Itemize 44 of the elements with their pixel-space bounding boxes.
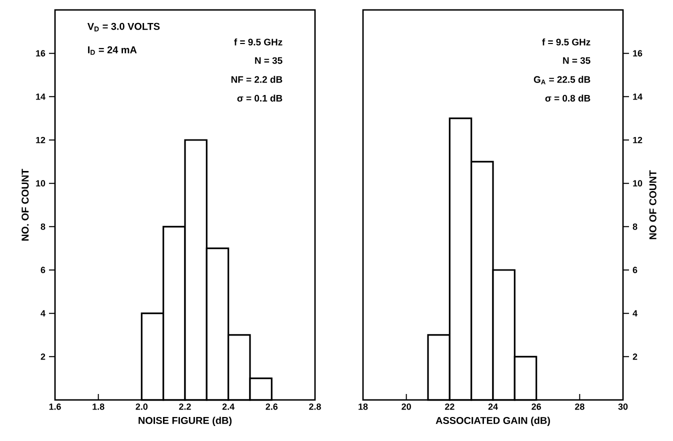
y-tick-label: 10 [36,180,46,186]
x-tick-label: 1.6 [49,404,61,410]
y-tick-label: 8 [632,223,638,230]
annotation: V$_{D}$ = 3.0 VOLTS [87,22,160,32]
annotation: G$_{A}$ = 22.5 dB [534,76,590,84]
x-tick-label: 28 [575,404,584,410]
y-tick-label: 16 [633,50,642,56]
y-tick-label: 10 [633,180,642,186]
x-tick-label: 2.8 [309,404,321,410]
y-axis-title: NO OF COUNT [649,170,656,240]
annotation: f = 9.5 GHz [234,38,282,46]
y-tick-label: 6 [632,266,638,274]
annotation: N = 35 [563,57,590,64]
y-tick-label: 6 [40,266,46,274]
x-tick-label: 20 [402,404,411,410]
y-tick-label: 4 [40,310,46,316]
y-tick-label: 8 [40,223,46,230]
annotation: σ = 0.1 dB [237,94,282,102]
x-tick-label: 18 [358,404,368,410]
x-tick-label: 2.0 [136,404,148,410]
x-tick-label: 24 [488,404,498,410]
x-tick-label: 1.8 [92,404,104,410]
y-tick-label: 2 [632,354,638,360]
y-axis-title: NO. OF COUNT [22,168,29,241]
y-tick-label: 16 [36,50,46,56]
x-tick-label: 22 [445,404,454,410]
x-axis-title: ASSOCIATED GAIN (dB) [436,416,550,426]
y-tick-label: 12 [633,136,642,144]
annotation: NF = 2.2 dB [231,76,282,83]
annotation: σ = 0.8 dB [545,94,590,102]
x-tick-label: 26 [532,404,541,410]
y-tick-label: 2 [40,354,46,360]
y-tick-label: 12 [36,136,46,144]
y-tick-label: 14 [633,94,642,100]
x-axis-title: NOISE FIGURE (dB) [138,416,232,426]
annotation: N = 35 [255,57,282,64]
annotation: f = 9.5 GHz [542,38,590,46]
x-tick-label: 30 [618,404,628,410]
x-tick-label: 2.6 [266,404,278,410]
y-tick-label: 14 [36,94,46,100]
annotation: I$_{D}$ = 24 mA [88,46,137,55]
y-tick-label: 4 [632,310,638,316]
x-tick-label: 2.2 [179,404,191,410]
x-tick-label: 2.4 [222,404,235,410]
